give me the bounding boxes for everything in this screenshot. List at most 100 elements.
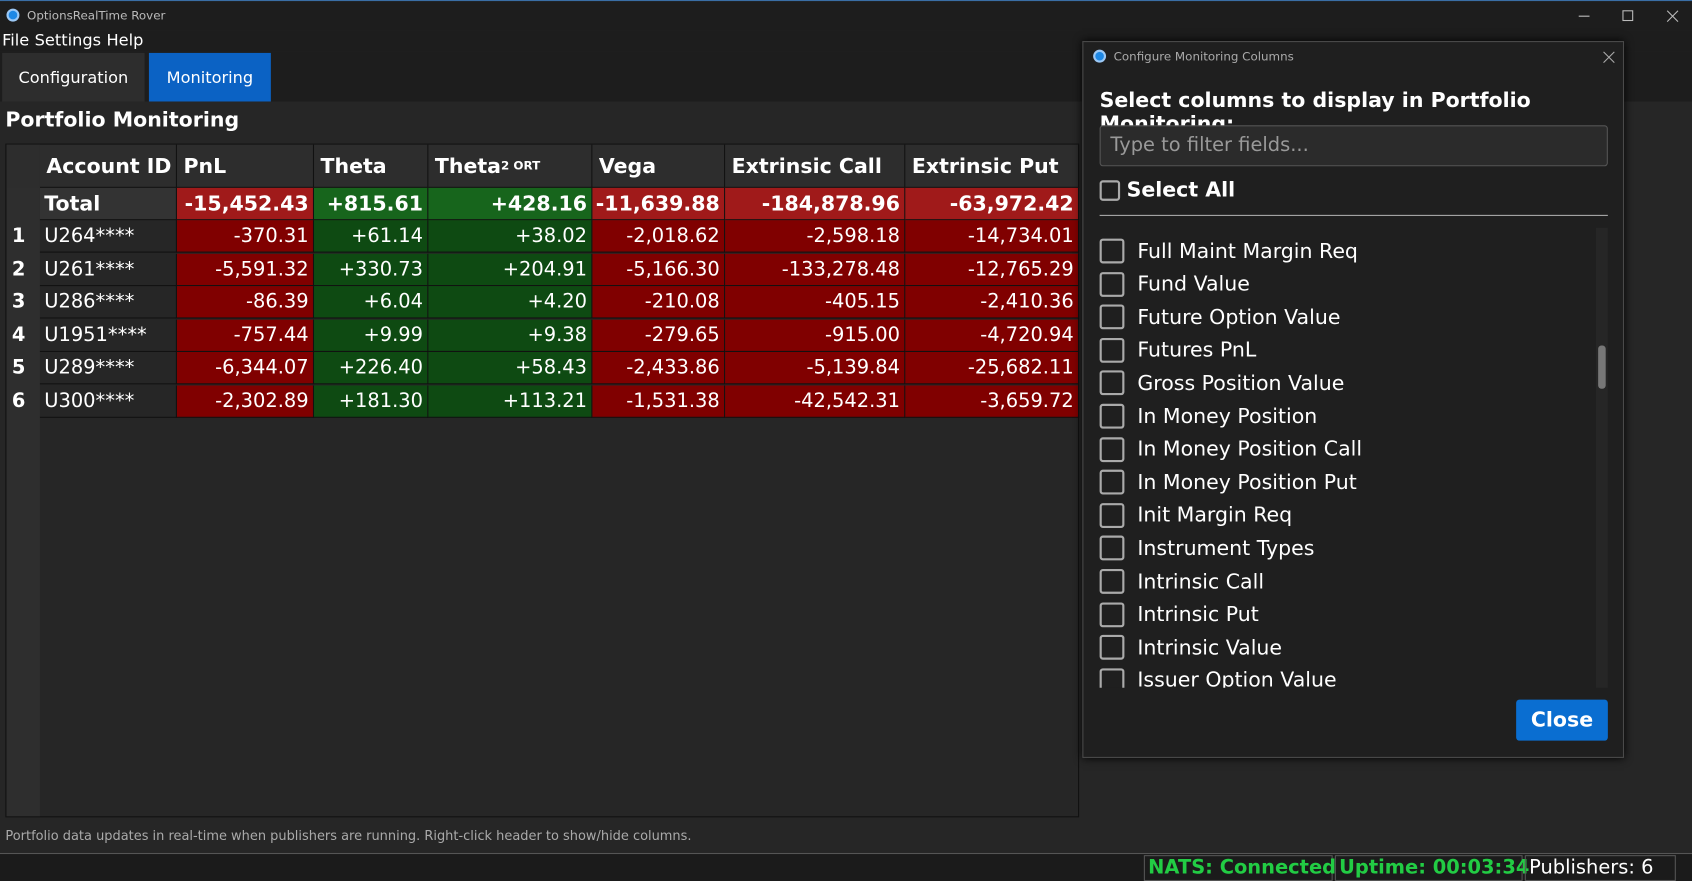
status-bar: NATS: Connected Uptime: 00:03:34 Publisher… (0, 852, 1692, 881)
data-cell: -279.65 (592, 319, 726, 352)
field-option[interactable]: Init Margin Req (1092, 499, 1588, 532)
data-cell: -210.08 (592, 286, 726, 319)
field-label[interactable]: In Money Position Call (1137, 437, 1363, 462)
field-checkbox[interactable] (1099, 535, 1125, 561)
data-cell: +9.99 (314, 319, 429, 352)
title-bar: OptionsRealTime Rover (0, 0, 1692, 31)
total-cell: +428.16 (428, 187, 593, 221)
field-checkbox[interactable] (1099, 635, 1125, 660)
field-label[interactable]: Future Option Value (1137, 305, 1341, 329)
field-option[interactable]: In Money Position Call (1092, 433, 1588, 466)
field-option[interactable]: Issuer Option Value (1092, 664, 1588, 688)
field-label[interactable]: Fund Value (1137, 272, 1250, 296)
select-all-checkbox[interactable] (1099, 180, 1121, 201)
field-option[interactable]: Full Maint Margin Req (1092, 234, 1588, 267)
data-cell: -5,139.84 (725, 352, 906, 385)
data-cell: -12,765.29 (905, 253, 1080, 286)
field-option[interactable]: Future Option Value (1092, 300, 1588, 333)
field-checkbox[interactable] (1099, 370, 1125, 396)
row-number: 6 (11, 389, 26, 413)
field-checkbox[interactable] (1099, 436, 1125, 462)
field-checkbox[interactable] (1099, 502, 1125, 528)
dialog-close-x[interactable] (1601, 50, 1616, 65)
scrollbar[interactable] (1595, 227, 1608, 688)
menu-item[interactable]: Settings (34, 30, 102, 50)
header-text: Extrinsic Call (731, 153, 882, 178)
close-button[interactable]: Close (1516, 699, 1608, 741)
field-checkbox[interactable] (1099, 304, 1125, 330)
header-text: PnL (183, 153, 227, 178)
field-label[interactable]: Intrinsic Value (1137, 635, 1283, 660)
menu-item[interactable]: Help (106, 30, 144, 50)
field-checkbox[interactable] (1099, 403, 1125, 429)
field-option[interactable]: In Money Position (1092, 399, 1588, 432)
status-item: NATS: Connected (1143, 855, 1336, 881)
field-checkbox[interactable] (1099, 271, 1125, 297)
field-label[interactable]: Intrinsic Put (1137, 602, 1259, 627)
data-cell: -25,682.11 (905, 352, 1080, 385)
row-number: 5 (11, 356, 26, 380)
corner-cell (6, 144, 40, 188)
field-label[interactable]: In Money Position Put (1137, 470, 1357, 495)
tab[interactable]: Monitoring (148, 52, 271, 102)
header-text: Extrinsic Put (911, 153, 1059, 178)
column-header[interactable]: Theta (314, 144, 429, 188)
field-checkbox[interactable] (1099, 238, 1125, 264)
data-cell: -915.00 (725, 319, 906, 352)
data-cell: U264**** (39, 220, 177, 253)
row-number: 3 (11, 290, 26, 314)
field-option[interactable]: Fund Value (1092, 267, 1588, 300)
field-label[interactable]: Futures PnL (1137, 338, 1257, 363)
field-option[interactable]: Futures PnL (1092, 333, 1588, 366)
scroll-thumb[interactable] (1598, 345, 1606, 389)
data-cell: -42,542.31 (725, 385, 906, 418)
column-header[interactable]: Vega (592, 144, 726, 188)
field-label[interactable]: Init Margin Req (1137, 503, 1293, 528)
header-subscript: 2 ORT (501, 158, 541, 173)
row-number: 4 (11, 323, 26, 347)
field-checkbox[interactable] (1099, 602, 1125, 627)
select-all-label[interactable]: Select All (1126, 178, 1236, 202)
field-label[interactable]: Intrinsic Call (1137, 569, 1265, 594)
field-option[interactable]: Gross Position Value (1092, 366, 1588, 399)
column-header[interactable]: PnL (176, 144, 315, 188)
data-cell: -757.44 (176, 319, 315, 352)
status-item: Publishers: 6 (1524, 855, 1676, 881)
field-option[interactable]: Intrinsic Put (1092, 598, 1588, 631)
separator (1099, 214, 1608, 216)
field-label[interactable]: Issuer Option Value (1137, 668, 1337, 688)
data-cell: +38.02 (428, 220, 593, 253)
data-cell: U286**** (39, 286, 177, 319)
total-cell: -184,878.96 (725, 187, 906, 221)
app-icon (6, 8, 20, 22)
field-option[interactable]: Intrinsic Call (1092, 565, 1588, 598)
field-checkbox[interactable] (1099, 337, 1125, 363)
filter-input[interactable]: Type to filter fields... (1099, 125, 1608, 167)
data-cell: U1951**** (39, 319, 177, 352)
field-checkbox[interactable] (1099, 569, 1125, 594)
total-cell: +815.61 (314, 187, 429, 221)
data-cell: -86.39 (176, 286, 315, 319)
window-controls[interactable] (1565, 1, 1692, 31)
column-header[interactable]: Theta 2 ORT (428, 144, 593, 188)
header-text: Theta (320, 153, 387, 178)
data-cell: -2,302.89 (176, 385, 315, 418)
field-checkbox[interactable] (1099, 668, 1125, 688)
field-option[interactable]: Instrument Types (1092, 532, 1588, 565)
column-header[interactable]: Extrinsic Put (905, 144, 1080, 188)
field-checkbox[interactable] (1099, 469, 1125, 495)
field-label[interactable]: Full Maint Margin Req (1137, 239, 1358, 263)
field-label[interactable]: Instrument Types (1137, 536, 1315, 561)
field-label[interactable]: In Money Position (1137, 404, 1318, 429)
field-option[interactable]: In Money Position Put (1092, 466, 1588, 499)
field-label[interactable]: Gross Position Value (1137, 371, 1345, 396)
tab[interactable]: Configuration (2, 52, 145, 102)
maximize[interactable] (1622, 10, 1634, 22)
column-header[interactable]: Account ID (39, 144, 177, 188)
field-option[interactable]: Intrinsic Value (1092, 631, 1588, 664)
menu-item[interactable]: File (2, 30, 30, 50)
data-cell: -2,598.18 (725, 220, 906, 253)
close-window[interactable] (1666, 10, 1679, 22)
column-header[interactable]: Extrinsic Call (725, 144, 906, 188)
